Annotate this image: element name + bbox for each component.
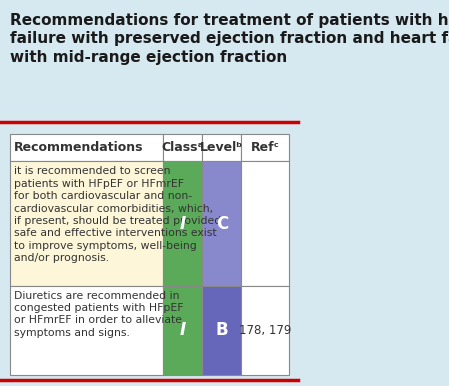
Text: C: C (216, 215, 228, 232)
Text: B: B (216, 322, 228, 339)
Bar (163, 161, 202, 286)
Text: I: I (180, 322, 186, 339)
Text: Levelᵇ: Levelᵇ (200, 141, 243, 154)
Bar (163, 286, 202, 375)
Text: Refᶜ: Refᶜ (251, 141, 279, 154)
Text: I: I (180, 215, 186, 232)
Bar (10, 286, 163, 375)
Bar (163, 134, 202, 161)
Text: Recommendations for treatment of patients with heart
failure with preserved ejec: Recommendations for treatment of patient… (10, 13, 449, 65)
Bar (202, 161, 242, 286)
Text: Recommendations: Recommendations (14, 141, 143, 154)
Bar (242, 161, 289, 286)
Bar (242, 286, 289, 375)
Text: it is recommended to screen
patients with HFpEF or HFmrEF
for both cardiovascula: it is recommended to screen patients wit… (14, 166, 221, 263)
Bar (10, 134, 163, 161)
Bar (202, 134, 242, 161)
Bar (242, 134, 289, 161)
Bar (10, 161, 163, 286)
Bar (202, 286, 242, 375)
Text: Classᵃ: Classᵃ (162, 141, 204, 154)
Text: 178, 179: 178, 179 (239, 324, 291, 337)
Text: Diuretics are recommended in
congested patients with HFpEF
or HFmrEF in order to: Diuretics are recommended in congested p… (14, 291, 183, 338)
